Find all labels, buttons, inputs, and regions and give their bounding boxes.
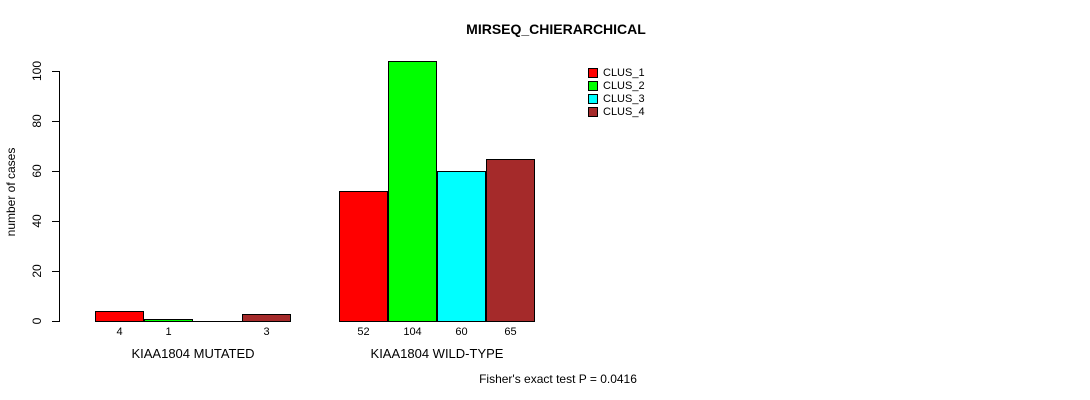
category-label: KIAA1804 MUTATED [131,346,255,361]
chart-title: MIRSEQ_CHIERARCHICAL [466,21,646,37]
legend-entry-label: CLUS_2 [603,79,645,92]
bar-clus_4-1 [242,313,291,322]
legend-entry-label: CLUS_1 [603,66,645,79]
y-axis-label: number of cases [4,147,18,237]
legend: CLUS_1 CLUS_2 CLUS_3 CLUS_4 [588,66,645,119]
legend-entry: CLUS_2 [588,79,645,92]
bar-value-label: 1 [165,326,172,338]
bar-value-label: 104 [403,326,422,338]
bar-value-label: 3 [263,326,270,338]
bar-clus_4-2 [486,158,535,322]
bar-clus_1-2 [339,191,388,322]
legend-swatch-icon [588,94,598,105]
y-tick-mark [52,221,59,222]
legend-swatch-icon [588,107,598,118]
legend-swatch-icon [588,80,598,91]
y-tick-mark [52,321,59,322]
y-tick-mark [52,71,59,72]
category-label: KIAA1804 WILD-TYPE [370,346,504,361]
bar-value-label: 4 [116,326,123,338]
bar-value-label: 52 [357,326,370,338]
y-tick-label: 0 [30,317,44,325]
bar-clus_2-2 [388,61,437,322]
y-tick-label: 100 [30,60,44,82]
y-tick-label: 60 [30,164,44,178]
bar-value-label: 65 [504,326,517,338]
y-tick-mark [52,171,59,172]
y-tick-mark [52,271,59,272]
bar-clus_2-1 [144,318,193,322]
baseline [95,321,291,322]
y-tick-label: 80 [30,114,44,128]
legend-entry-label: CLUS_4 [603,106,645,119]
legend-entry: CLUS_4 [588,106,645,119]
fisher-test-annotation: Fisher's exact test P = 0.0416 [479,372,637,386]
bar-clus_1-1 [95,311,144,322]
bar-clus_3-2 [437,171,486,322]
y-tick-label: 20 [30,264,44,278]
legend-entry-label: CLUS_3 [603,93,645,106]
legend-entry: CLUS_3 [588,93,645,106]
legend-entry: CLUS_1 [588,66,645,79]
y-tick-mark [52,121,59,122]
bar-value-label: 60 [455,326,468,338]
y-axis-line [59,71,60,322]
y-tick-label: 40 [30,214,44,228]
legend-swatch-icon [588,67,598,78]
